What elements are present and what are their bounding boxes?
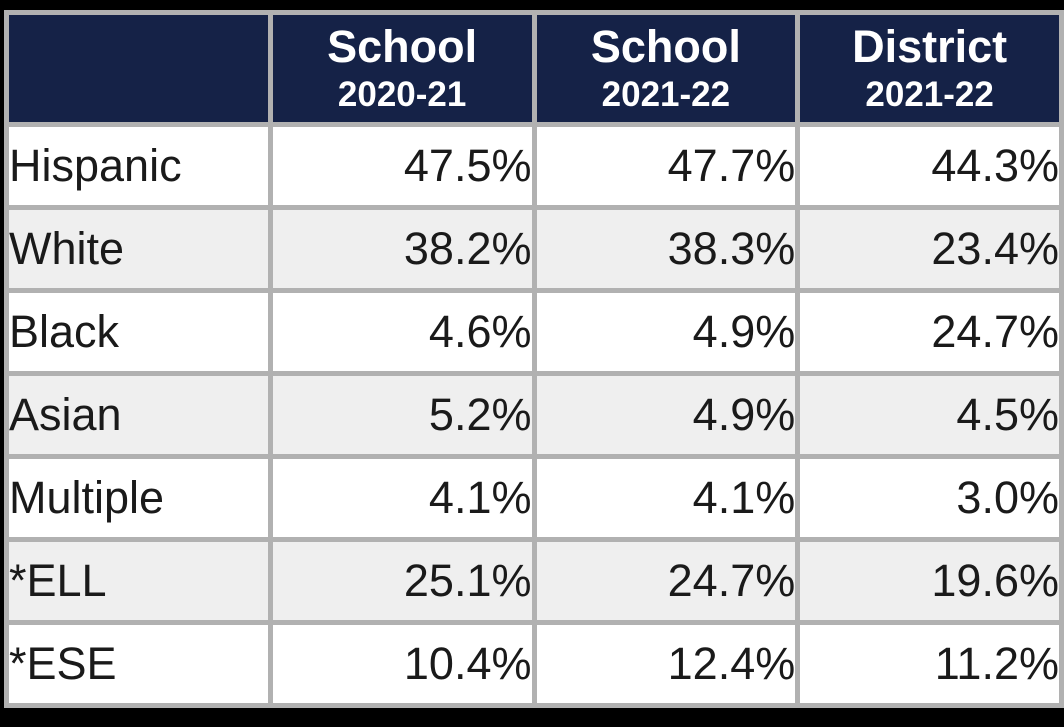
header-cell-district-2021-22: District 2021-22 — [795, 10, 1064, 127]
value-cell: 47.5% — [267, 122, 537, 210]
table-row-white: White 38.2% 38.3% 23.4% — [4, 205, 1064, 293]
value-cell: 47.7% — [531, 122, 801, 210]
value-cell: 25.1% — [267, 537, 537, 625]
value-cell: 24.7% — [795, 288, 1064, 376]
header-title: District — [852, 20, 1008, 72]
row-label: *ELL — [4, 537, 273, 625]
value-cell: 4.6% — [267, 288, 537, 376]
value-cell: 19.6% — [795, 537, 1064, 625]
table-row-ese: *ESE 10.4% 12.4% 11.2% — [4, 620, 1064, 708]
header-title: School — [590, 20, 741, 72]
header-cell-school-2020-21: School 2020-21 — [267, 10, 537, 127]
value-cell: 44.3% — [795, 122, 1064, 210]
value-cell: 4.9% — [531, 371, 801, 459]
table-row-multiple: Multiple 4.1% 4.1% 3.0% — [4, 454, 1064, 542]
value-cell: 4.5% — [795, 371, 1064, 459]
value-cell: 12.4% — [531, 620, 801, 708]
table-row-black: Black 4.6% 4.9% 24.7% — [4, 288, 1064, 376]
value-cell: 38.2% — [267, 205, 537, 293]
value-cell: 3.0% — [795, 454, 1064, 542]
value-cell: 38.3% — [531, 205, 801, 293]
header-title: School — [327, 20, 478, 72]
table-row-asian: Asian 5.2% 4.9% 4.5% — [4, 371, 1064, 459]
value-cell: 4.1% — [267, 454, 537, 542]
value-cell: 10.4% — [267, 620, 537, 708]
row-label: Hispanic — [4, 122, 273, 210]
value-cell: 5.2% — [267, 371, 537, 459]
value-cell: 23.4% — [795, 205, 1064, 293]
value-cell: 11.2% — [795, 620, 1064, 708]
header-row: School 2020-21 School 2021-22 District 2… — [4, 10, 1064, 127]
table-row-hispanic: Hispanic 47.5% 47.7% 44.3% — [4, 122, 1064, 210]
demographics-table: School 2020-21 School 2021-22 District 2… — [4, 10, 1064, 708]
header-subtitle: 2021-22 — [601, 74, 731, 114]
row-label: Black — [4, 288, 273, 376]
value-cell: 24.7% — [531, 537, 801, 625]
value-cell: 4.1% — [531, 454, 801, 542]
header-subtitle: 2021-22 — [865, 74, 994, 114]
value-cell: 4.9% — [531, 288, 801, 376]
row-label: *ESE — [4, 620, 273, 708]
row-label: Asian — [4, 371, 273, 459]
row-label: White — [4, 205, 273, 293]
header-cell-school-2021-22: School 2021-22 — [531, 10, 801, 127]
row-label: Multiple — [4, 454, 273, 542]
header-subtitle: 2020-21 — [337, 74, 467, 114]
header-corner-cell — [4, 10, 273, 127]
table-row-ell: *ELL 25.1% 24.7% 19.6% — [4, 537, 1064, 625]
